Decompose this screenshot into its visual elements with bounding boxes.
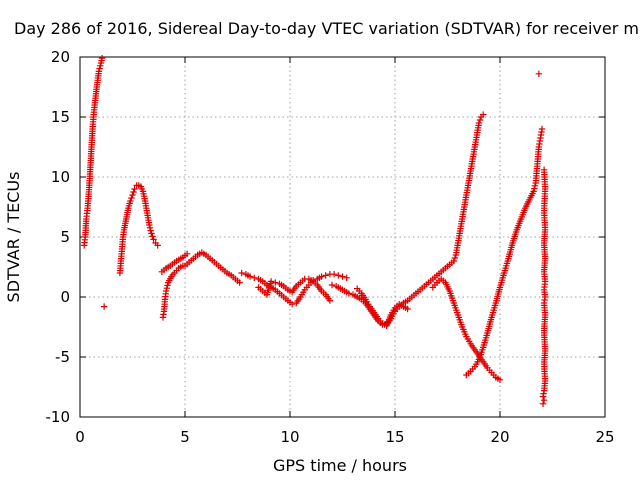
y-tick-label: 0 [60,288,70,306]
data-point [343,274,350,281]
y-tick-label: -10 [46,408,71,426]
data-point [100,303,108,310]
data-point [330,271,338,278]
data-point [531,182,539,189]
data-point [236,279,243,286]
data-point [148,230,155,237]
data-point [539,393,547,400]
data-point [404,305,411,313]
data-point [538,125,546,133]
y-tick-label: 20 [51,48,70,66]
data-point [131,185,138,193]
data-point [251,274,258,281]
data-point [531,185,538,192]
data-point [146,224,154,231]
y-tick-label: -5 [55,348,70,366]
x-tick-label: 5 [180,428,190,446]
data-point [326,297,334,304]
data-point [130,188,137,196]
data-point [146,221,153,229]
data-point [150,236,157,243]
data-point [476,116,484,124]
data-point [480,111,487,118]
y-axis-label: SDTVAR / TECUs [4,172,23,303]
data-point [95,68,103,75]
data-point [164,282,171,289]
y-tick-label: 10 [51,168,70,186]
data-point [272,279,279,286]
x-tick-label: 10 [280,428,299,446]
y-tick-label: 15 [51,108,70,126]
data-point [339,273,346,280]
data-point [238,269,245,277]
data-point [162,287,170,295]
data-point [149,233,156,240]
data-point [535,70,543,77]
data-point [328,281,336,289]
data-point [475,119,483,127]
data-point [345,290,352,297]
grid-lines [80,57,605,417]
y-tick-label: 5 [60,228,70,246]
data-point [322,272,329,279]
data-point [97,62,104,69]
data-point [183,250,191,257]
data-point [267,278,275,285]
data-point [154,242,161,249]
data-point [98,55,106,62]
data-point [539,400,547,407]
y-axis-ticks: -10 -5 0 5 10 15 20 [46,48,605,426]
data-point [246,273,254,280]
data-point [335,272,342,279]
chart-title: Day 286 of 2016, Sidereal Day-to-day VTE… [14,19,639,38]
x-tick-label: 20 [490,428,509,446]
x-tick-label: 15 [385,428,404,446]
data-point [96,65,103,72]
x-tick-label: 0 [75,428,85,446]
data-point [496,376,504,383]
data-points [81,55,549,407]
data-point [147,227,154,234]
data-point [128,194,135,202]
data-point [530,188,537,195]
data-point [540,397,548,404]
data-point [318,273,325,280]
data-point [127,197,134,205]
data-point [288,301,296,308]
x-axis-label: GPS time / hours [273,456,407,475]
x-axis-ticks: 0 5 10 15 20 25 [75,57,615,446]
data-point [129,191,136,199]
data-point [451,254,459,262]
data-point [163,285,170,292]
data-point [450,257,457,265]
x-tick-label: 25 [595,428,614,446]
